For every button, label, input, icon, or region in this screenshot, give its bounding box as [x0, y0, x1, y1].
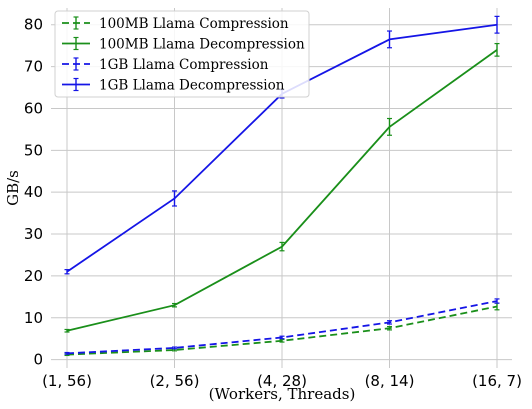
y-tick-label: 40 [24, 183, 43, 201]
legend-item: 1GB Llama Decompression [62, 78, 285, 94]
x-tick-label: (2, 56) [150, 372, 200, 390]
legend-label: 1GB Llama Decompression [99, 78, 285, 94]
legend-item: 1GB Llama Compression [62, 57, 269, 73]
x-tick-label: (1, 56) [42, 372, 92, 390]
y-tick-label: 20 [24, 267, 43, 285]
y-axis-label: GB/s [4, 170, 22, 206]
y-tick-label: 0 [33, 351, 43, 369]
legend-item: 100MB Llama Compression [62, 16, 289, 32]
legend-item: 100MB Llama Decompression [62, 37, 305, 53]
y-tick-label: 80 [24, 16, 43, 34]
x-tick-label: (8, 14) [365, 372, 415, 390]
series-3 [64, 298, 500, 355]
y-tick-label: 30 [24, 225, 43, 243]
x-tick-label: (16, 7) [472, 372, 522, 390]
axis-ticks: (1, 56) (2, 56) (4, 28) (8, 14) (16, 7) 0 10 20… [24, 16, 522, 390]
y-tick-label: 70 [24, 58, 43, 76]
y-tick-label: 50 [24, 141, 43, 159]
y-tick-label: 10 [24, 309, 43, 327]
legend-label: 1GB Llama Compression [99, 57, 269, 73]
legend-label: 100MB Llama Decompression [99, 37, 305, 53]
x-axis-label: (Workers, Threads) [209, 385, 356, 403]
y-tick-label: 60 [24, 99, 43, 117]
legend: 100MB Llama Compression 100MB Llama Decom… [54, 10, 310, 98]
legend-box [54, 10, 310, 98]
legend-label: 100MB Llama Compression [99, 16, 289, 32]
series-2 [64, 42, 500, 333]
x-tick-label: (4, 28) [257, 372, 307, 390]
